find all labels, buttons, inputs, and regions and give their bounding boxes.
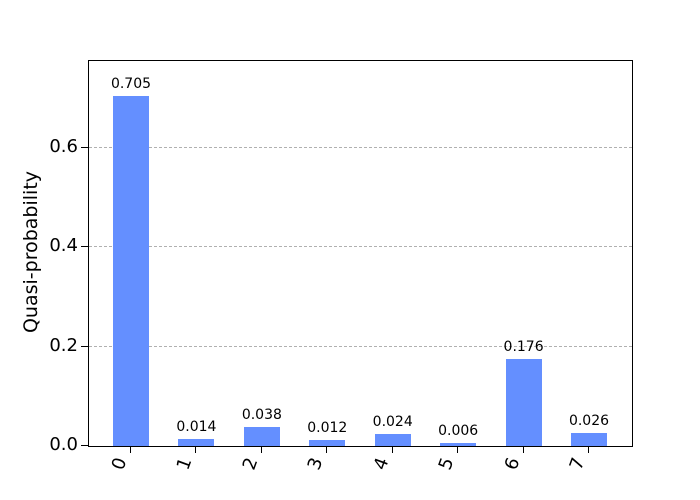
bar-value-label: 0.012 (307, 420, 348, 437)
gridline (89, 345, 632, 347)
x-tick-label: 3 (303, 454, 328, 473)
bar (505, 358, 542, 446)
y-tick-mark (81, 147, 88, 149)
y-tick-label: 0.6 (49, 136, 78, 158)
bar (178, 439, 215, 446)
bar (309, 440, 346, 446)
x-tick-mark (326, 446, 328, 453)
plot-area: 0.705 0.014 0.038 0.012 0.024 0.006 0.176 0.026 (88, 60, 633, 447)
x-tick-label: 4 (369, 454, 394, 473)
bar-value-label: 0.038 (241, 407, 282, 424)
x-tick-mark (260, 446, 262, 453)
y-tick-mark (81, 246, 88, 248)
y-tick-mark (81, 345, 88, 347)
x-tick-mark (195, 446, 197, 453)
x-tick-label: 6 (500, 454, 524, 473)
x-tick-label: 5 (434, 454, 459, 473)
bar (440, 443, 477, 446)
x-tick-label: 7 (565, 454, 590, 473)
y-tick-mark (81, 445, 88, 446)
bar-value-label: 0.014 (176, 419, 217, 436)
bar (113, 96, 149, 446)
gridline (89, 147, 632, 149)
bar (243, 427, 280, 446)
bar-value-label: 0.024 (372, 414, 413, 431)
x-tick-mark (130, 446, 131, 453)
bar-value-label: 0.006 (438, 423, 479, 440)
bar (571, 433, 607, 446)
y-tick-label: 0.0 (49, 434, 78, 455)
bar-value-label: 0.176 (503, 338, 544, 355)
x-tick-mark (391, 446, 393, 453)
x-tick-label: 2 (238, 454, 263, 473)
x-tick-mark (457, 446, 459, 453)
x-tick-mark (588, 446, 589, 453)
x-tick-label: 1 (173, 454, 197, 473)
gridline (89, 246, 632, 248)
y-tick-label: 0.4 (49, 235, 78, 257)
bar (374, 434, 411, 446)
x-tick-mark (522, 446, 524, 453)
y-tick-label: 0.2 (49, 334, 78, 356)
bar-value-label: 0.705 (110, 76, 152, 92)
bar-value-label: 0.026 (568, 413, 610, 430)
x-tick-label: 0 (107, 454, 132, 473)
